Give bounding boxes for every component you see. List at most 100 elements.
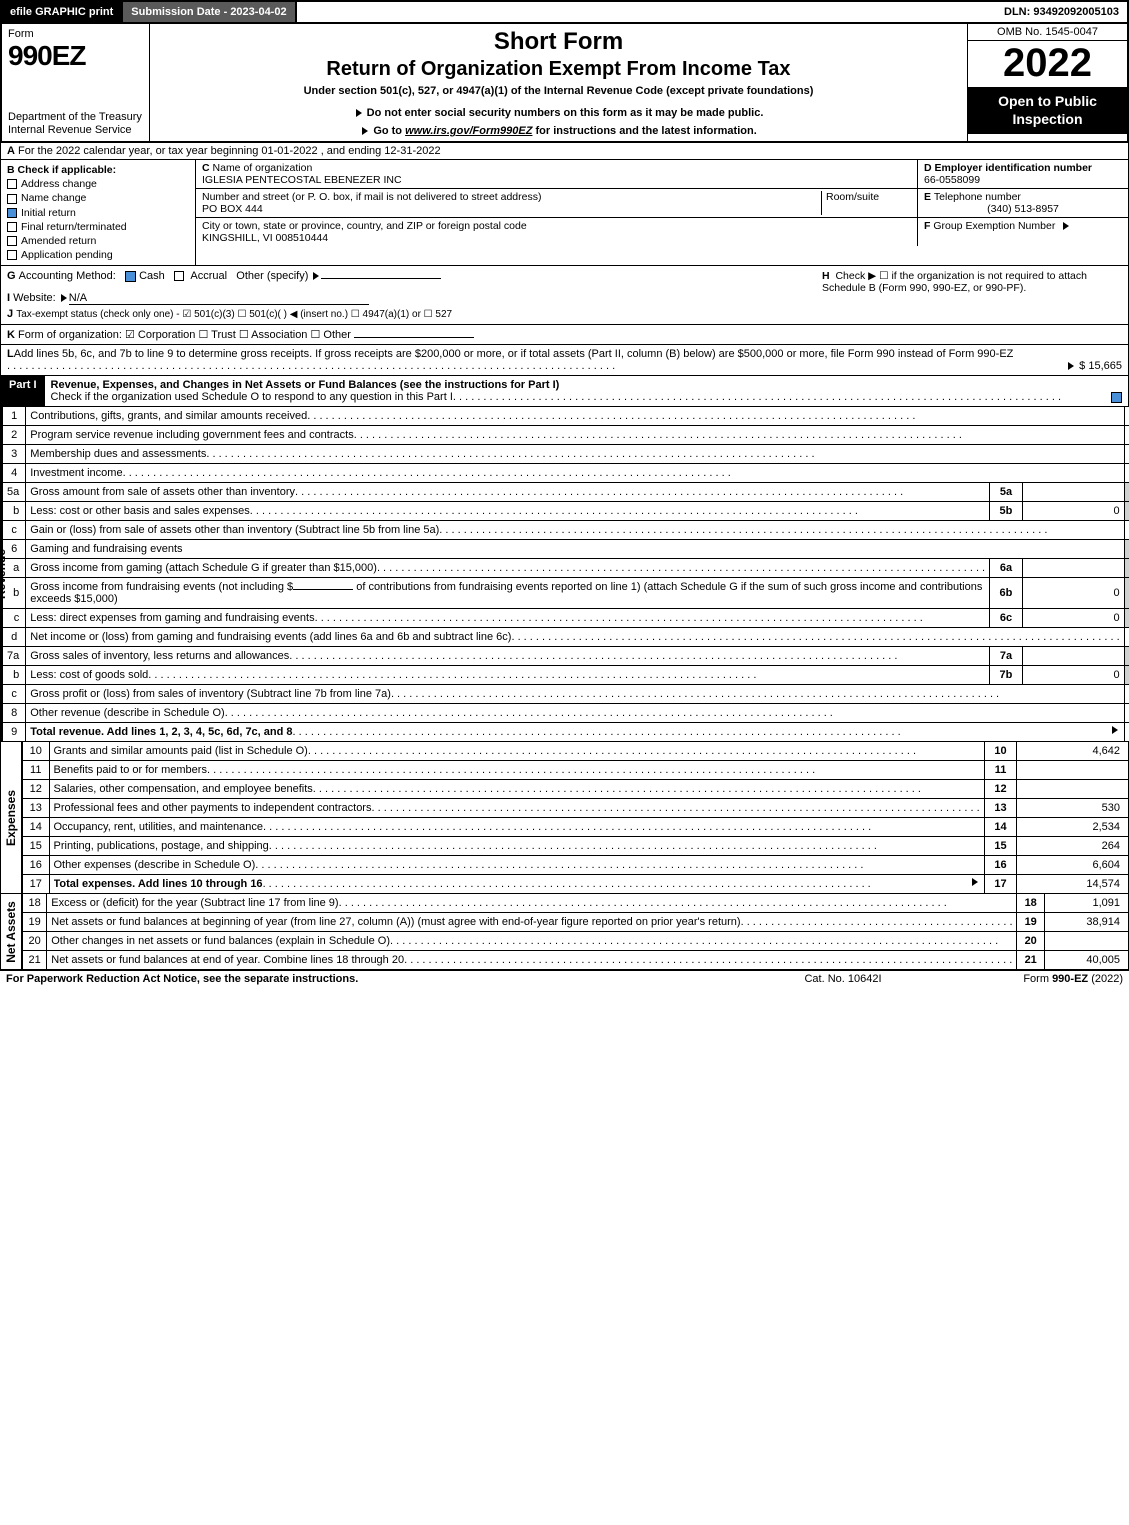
form-header: Form 990EZ Department of the Treasury In… (0, 22, 1129, 143)
tax-exempt-status: Tax-exempt status (check only one) - ☑ 5… (16, 309, 452, 320)
line-row: 5a Gross amount from sale of assets othe… (3, 483, 1129, 502)
line-value (1017, 761, 1129, 780)
mini-value (1022, 559, 1124, 578)
line-ref-shade (1124, 647, 1129, 666)
line-desc: Less: cost or other basis and sales expe… (26, 502, 990, 521)
accrual-checkbox[interactable] (174, 271, 184, 281)
line-ref-shade (1124, 483, 1129, 502)
line-desc: Total expenses. Add lines 10 through 16 (49, 875, 984, 894)
line-ref: 6d (1124, 628, 1129, 647)
section-F: F Group Exemption Number (918, 218, 1128, 246)
gross-receipts-value: $ 15,665 (1079, 360, 1122, 372)
section-C-name: C Name of organization IGLESIA PENTECOST… (196, 160, 918, 188)
line-row: a Gross income from gaming (attach Sched… (3, 559, 1129, 578)
title-return: Return of Organization Exempt From Incom… (158, 58, 959, 81)
mini-ref: 5b (990, 502, 1023, 521)
line-ref: 3 (1124, 445, 1129, 464)
line-row: c Gain or (loss) from sale of assets oth… (3, 521, 1129, 540)
contrib-amount-input[interactable] (293, 589, 353, 590)
ein-value: 66-0558099 (924, 174, 980, 186)
line-desc: Gross amount from sale of assets other t… (26, 483, 990, 502)
other-org-input[interactable] (354, 337, 474, 338)
line-row: 19 Net assets or fund balances at beginn… (23, 913, 1129, 932)
header-left: Form 990EZ Department of the Treasury In… (2, 24, 150, 141)
website-value: N/A (69, 292, 369, 305)
line-desc: Gross sales of inventory, less returns a… (26, 647, 990, 666)
line-number: c (3, 521, 26, 540)
line-row: 9 Total revenue. Add lines 1, 2, 3, 4, 5… (3, 723, 1129, 742)
note-ssn: Do not enter social security numbers on … (158, 107, 959, 119)
tax-year: 2022 (968, 41, 1127, 87)
checkbox-label: Address change (21, 178, 97, 190)
line-number: 7a (3, 647, 26, 666)
netassets-side-label: Net Assets (0, 894, 22, 970)
line-number: 9 (3, 723, 26, 742)
line-number: 8 (3, 704, 26, 723)
line-row: 12 Salaries, other compensation, and emp… (23, 780, 1129, 799)
title-short-form: Short Form (158, 28, 959, 56)
line-row: c Less: direct expenses from gaming and … (3, 609, 1129, 628)
mini-ref: 6a (990, 559, 1023, 578)
checkbox[interactable] (7, 194, 17, 204)
line-desc: Program service revenue including govern… (26, 426, 1124, 445)
irs-link[interactable]: www.irs.gov/Form990EZ (405, 125, 532, 137)
arrow-icon (362, 127, 368, 135)
cash-checkbox[interactable] (125, 271, 136, 282)
line-ref: 21 (1017, 951, 1045, 970)
checkbox[interactable] (7, 250, 17, 260)
form-word: Form (8, 28, 143, 40)
line-row: 11 Benefits paid to or for members 11 (23, 761, 1129, 780)
other-specify-input[interactable] (321, 278, 441, 279)
line-number: 5a (3, 483, 26, 502)
line-row: 1 Contributions, gifts, grants, and simi… (3, 407, 1129, 426)
top-bar: efile GRAPHIC print Submission Date - 20… (0, 0, 1129, 22)
line-ref: 12 (984, 780, 1017, 799)
line-number: c (3, 609, 26, 628)
line-desc: Grants and similar amounts paid (list in… (49, 742, 984, 761)
part-I-header: Part I Revenue, Expenses, and Changes in… (0, 376, 1129, 407)
header-right: OMB No. 1545-0047 2022 Open to Public In… (967, 24, 1127, 141)
line-row: 4 Investment income 4 0 (3, 464, 1129, 483)
line-number: 1 (3, 407, 26, 426)
line-desc: Investment income (26, 464, 1124, 483)
netassets-table: 18 Excess or (deficit) for the year (Sub… (22, 894, 1129, 970)
line-number: b (3, 666, 26, 685)
line-desc: Membership dues and assessments (26, 445, 1124, 464)
dln-label: DLN: 93492092005103 (996, 2, 1127, 22)
line-row: 10 Grants and similar amounts paid (list… (23, 742, 1129, 761)
form-number: 990EZ (8, 40, 143, 72)
street-value: PO BOX 444 (202, 203, 263, 215)
line-ref: 8 (1124, 704, 1129, 723)
org-name: IGLESIA PENTECOSTAL EBENEZER INC (202, 174, 402, 186)
checkbox[interactable] (7, 222, 17, 232)
line-number: 17 (23, 875, 50, 894)
line-desc: Printing, publications, postage, and shi… (49, 837, 984, 856)
submission-date: Submission Date - 2023-04-02 (123, 2, 296, 22)
line-ref: 20 (1017, 932, 1045, 951)
section-H: H Check ▶ ☐ if the organization is not r… (822, 270, 1122, 320)
line-number: 15 (23, 837, 50, 856)
page-footer: For Paperwork Reduction Act Notice, see … (0, 970, 1129, 987)
section-C-city: City or town, state or province, country… (196, 218, 918, 246)
checkbox-row: Amended return (7, 234, 189, 248)
efile-print-button[interactable]: efile GRAPHIC print (2, 2, 123, 22)
line-row: b Less: cost of goods sold 7b 0 (3, 666, 1129, 685)
checkbox[interactable] (7, 179, 17, 189)
section-C-street: Number and street (or P. O. box, if mail… (196, 189, 918, 217)
bcdef-block: B Check if applicable: Address changeNam… (0, 160, 1129, 266)
expenses-section: Expenses 10 Grants and similar amounts p… (0, 742, 1129, 894)
mini-value (1022, 647, 1124, 666)
line-ref-shade (1124, 609, 1129, 628)
section-E: E Telephone number (340) 513-8957 (918, 189, 1128, 217)
line-ref-shade (1124, 578, 1129, 609)
line-row: 17 Total expenses. Add lines 10 through … (23, 875, 1129, 894)
checkbox[interactable] (7, 236, 17, 246)
subtitle: Under section 501(c), 527, or 4947(a)(1)… (158, 85, 959, 97)
line-ref: 4 (1124, 464, 1129, 483)
arrow-icon (313, 272, 319, 280)
footer-left: For Paperwork Reduction Act Notice, see … (6, 973, 743, 985)
checkbox[interactable] (7, 208, 17, 218)
line-ref-shade (1124, 502, 1129, 521)
schedule-o-checkbox[interactable] (1111, 392, 1122, 403)
line-value: 40,005 (1045, 951, 1129, 970)
